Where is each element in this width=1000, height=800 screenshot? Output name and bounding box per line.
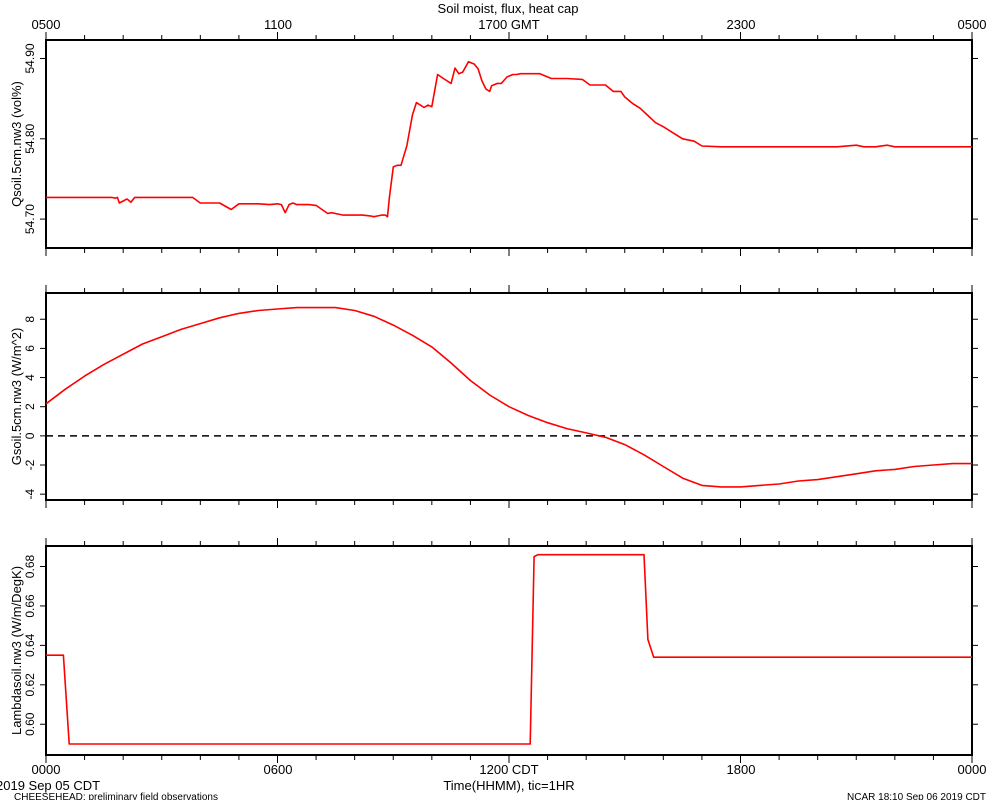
soil-heat-flux-panel: -4 -2 0 2 4 6 8 Gsoil.5cm.nw3 (W/m^2) xyxy=(9,285,978,508)
y-tick-label: 8 xyxy=(23,316,37,323)
bottom-tick-label: 0000 xyxy=(32,762,61,777)
footer-project: CHEESEHEAD: preliminary field observatio… xyxy=(14,792,218,800)
top-tick-label: 0500 xyxy=(32,17,61,32)
y-axis-label: Gsoil.5cm.nw3 (W/m^2) xyxy=(9,328,24,466)
y-axis-label: Lambdasoil.nw3 (W/m/DegK) xyxy=(9,566,24,735)
soil-moisture-panel: 54.70 54.80 54.90 Qsoil.5cm.nw3 (vol%) xyxy=(9,32,978,256)
y-tick-label: -2 xyxy=(23,459,37,470)
x-axis-label: Time(HHMM), tic=1HR xyxy=(443,778,574,793)
soil-conductivity-frame xyxy=(45,545,973,756)
chart-panels: 54.70 54.80 54.90 Qsoil.5cm.nw3 (vol%) -4 -2 0… xyxy=(9,32,978,763)
y-tick-label: 0.60 xyxy=(23,712,37,736)
y-tick-label: 4 xyxy=(23,374,37,381)
soil-conductivity-series-line xyxy=(46,553,972,745)
y-tick-label: 0.62 xyxy=(23,673,37,697)
soil-moisture-frame xyxy=(45,39,973,249)
y-tick-label: 0.68 xyxy=(23,555,37,579)
bottom-tick-label: 1800 xyxy=(727,762,756,777)
bottom-tick-label: 1200 CDT xyxy=(479,762,538,777)
footer-date: 2019 Sep 05 CDT xyxy=(0,778,100,793)
soil-moisture-series-line xyxy=(46,60,972,218)
y-tick-label: 54.80 xyxy=(23,123,37,153)
y-tick-label: 0 xyxy=(23,432,37,439)
chart-title: Soil moist, flux, heat cap xyxy=(438,1,579,16)
top-axis-labels: 0500 1100 1700 GMT 2300 0500 xyxy=(32,17,987,32)
y-tick-label: 54.70 xyxy=(23,204,37,234)
y-tick-label: -4 xyxy=(23,489,37,500)
top-tick-label: 1700 GMT xyxy=(478,17,539,32)
top-tick-label: 0500 xyxy=(958,17,987,32)
soil-heat-flux-frame xyxy=(45,292,973,501)
top-tick-label: 1100 xyxy=(264,17,292,32)
y-tick-label: 2 xyxy=(23,403,37,410)
y-tick-label: 6 xyxy=(23,345,37,352)
bottom-tick-label: 0000 xyxy=(958,762,987,777)
y-tick-label: 0.64 xyxy=(23,633,37,657)
y-tick-label: 54.90 xyxy=(23,43,37,73)
bottom-tick-label: 0600 xyxy=(264,762,293,777)
y-tick-label: 0.66 xyxy=(23,594,37,618)
soil-heat-flux-series-line xyxy=(45,306,972,488)
top-tick-label: 2300 xyxy=(727,17,756,32)
footer-credit: NCAR 18:10 Sep 06 2019 CDT xyxy=(847,792,986,800)
y-axis-label: Qsoil.5cm.nw3 (vol%) xyxy=(9,81,24,207)
bottom-axis-labels: 0000 0600 1200 CDT 1800 0000 xyxy=(32,762,987,777)
